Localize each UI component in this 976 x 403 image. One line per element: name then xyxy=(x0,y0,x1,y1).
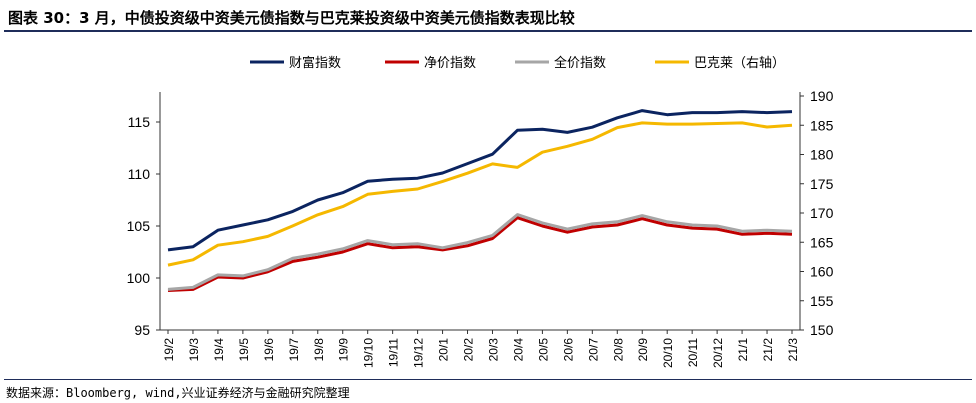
x-tick-label: 19/4 xyxy=(212,338,226,362)
left-tick-label: 110 xyxy=(128,166,151,182)
x-tick-label: 19/3 xyxy=(187,338,201,362)
chart-area: 95 100 105 110 115 150 155 160 165 170 175 180 185 19… xyxy=(0,32,976,375)
x-tick-label: 20/9 xyxy=(636,338,650,362)
x-tick-label: 20/5 xyxy=(536,338,550,362)
right-tick-label: 180 xyxy=(810,147,834,163)
footer-divider xyxy=(4,379,972,380)
right-tick-label: 190 xyxy=(810,88,834,104)
x-tick-label: 21/1 xyxy=(736,338,750,362)
right-tick-label: 175 xyxy=(810,176,834,192)
series-line-1 xyxy=(167,109,793,252)
legend-label: 净价指数 xyxy=(424,55,476,70)
x-tick-label: 21/2 xyxy=(761,338,775,362)
right-tick-label: 160 xyxy=(810,264,834,280)
x-tick-label: 20/3 xyxy=(486,338,500,362)
left-tick-label: 115 xyxy=(128,114,151,130)
x-tick-label: 19/9 xyxy=(337,338,351,362)
right-tick-label: 185 xyxy=(810,117,834,133)
legend-label: 巴克莱（右轴） xyxy=(694,55,785,70)
x-tick-label: 19/10 xyxy=(362,338,376,368)
title-bar: 图表 30：3 月，中债投资级中资美元债指数与巴克莱投资级中资美元债指数表现比较 xyxy=(4,4,972,32)
left-tick-label: 105 xyxy=(127,218,151,234)
legend-label: 全价指数 xyxy=(554,55,606,70)
x-tick-label: 20/1 xyxy=(437,338,451,362)
x-tick-label: 20/7 xyxy=(586,338,600,362)
source-note: 数据来源：Bloomberg, wind,兴业证券经济与金融研究院整理 xyxy=(6,386,350,400)
chart-title: 图表 30：3 月，中债投资级中资美元债指数与巴克莱投资级中资美元债指数表现比较 xyxy=(8,9,575,27)
x-tick-label: 19/2 xyxy=(162,338,176,362)
x-tick-label: 19/6 xyxy=(262,338,276,362)
right-tick-label: 170 xyxy=(810,205,834,221)
x-tick-label: 20/11 xyxy=(686,338,700,367)
right-tick-label: 165 xyxy=(810,234,834,250)
series-line-4 xyxy=(167,121,793,267)
line-chart: 95 100 105 110 115 150 155 160 165 170 175 180 185 19… xyxy=(127,55,834,368)
x-tick-label: 21/3 xyxy=(786,338,800,362)
legend-label: 财富指数 xyxy=(289,55,341,70)
x-tick-label: 19/8 xyxy=(312,338,326,362)
x-tick-label: 19/12 xyxy=(412,338,426,368)
x-tick-label: 20/4 xyxy=(511,338,525,362)
x-tick-label: 19/5 xyxy=(237,338,251,362)
x-tick-label: 20/12 xyxy=(711,338,725,368)
right-tick-label: 155 xyxy=(810,293,834,309)
x-tick-label: 20/8 xyxy=(611,338,625,362)
x-tick-label: 20/10 xyxy=(661,338,675,368)
x-tick-label: 20/2 xyxy=(462,338,476,362)
x-tick-label: 19/7 xyxy=(287,338,301,362)
series-line-3 xyxy=(167,213,793,291)
x-tick-label: 19/11 xyxy=(387,338,401,367)
x-tick-label: 20/6 xyxy=(561,338,575,362)
left-tick-label: 100 xyxy=(127,270,151,286)
series-line-2 xyxy=(167,216,793,292)
right-tick-label: 150 xyxy=(810,322,834,338)
left-tick-label: 95 xyxy=(134,322,150,338)
